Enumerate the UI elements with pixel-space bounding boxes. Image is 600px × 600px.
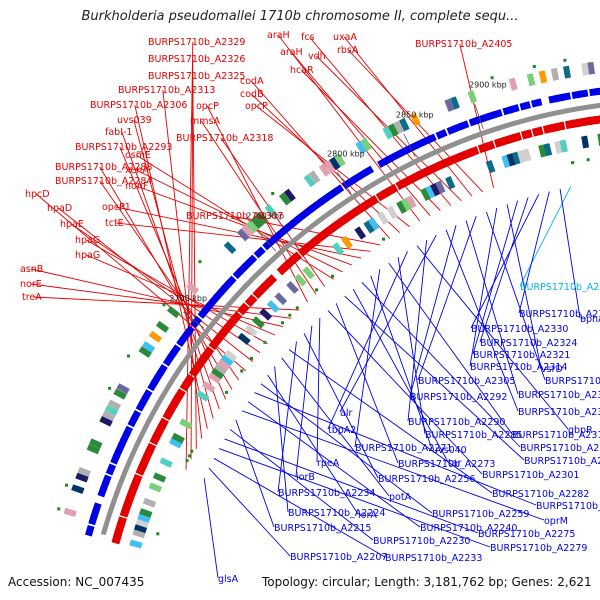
gene-label-reverse[interactable]: BURPS1710b_A2282 [492,489,589,500]
gene-label-reverse[interactable]: BURPS1710b_A2345 [519,309,600,320]
gene-label-forward[interactable]: codA [240,76,264,87]
tick-label: 2850 kbp [396,111,434,120]
gene-label-forward[interactable]: hpaG [75,235,100,246]
gene-label-reverse[interactable]: BURPS1710b_A2360 [520,282,600,293]
gene-labels[interactable]: BURPS1710b_A2329 BURPS1710b_A2326 BURPS171… [20,30,600,585]
gene-label-reverse[interactable]: glsA [218,574,239,585]
gene-label-reverse[interactable]: BURPS1710b_A2320 [518,390,600,401]
gene-label-reverse[interactable]: BURPS1710b_A2315 [512,430,600,441]
gene-label-forward[interactable]: BURPS1710b_A2318 [176,133,273,144]
gene-label-reverse[interactable]: oprM [544,516,568,527]
gene-label-reverse[interactable]: vsrD [541,364,563,375]
gene-label-forward[interactable]: norE [20,279,42,290]
gene-label-forward[interactable]: tctE [105,218,124,229]
gene-label-reverse[interactable]: tar [448,458,462,469]
gene-label-reverse[interactable]: tbpA2 [328,425,356,436]
gene-label-reverse[interactable]: BURPS1710b_A2230 [373,536,470,547]
gene-label-reverse[interactable]: BURPS1710b_A2290 [408,417,505,428]
gene-label-forward[interactable]: BURPS1710b_A2293 [75,142,172,153]
gene-label-forward[interactable]: codB [240,89,264,100]
gene-label-forward[interactable]: treA [22,292,42,303]
gene-label-reverse[interactable]: BURPS1710b_A2285 [425,430,522,441]
tick-label: 2700 kbp [169,294,207,303]
gene-label-reverse[interactable]: BURPS1710b_A2292 [410,392,507,403]
gene-label-forward[interactable]: hpcD [25,189,50,200]
gene-label-reverse[interactable]: iorA [358,510,377,521]
gene-label-forward[interactable]: uvs039 [117,115,152,126]
gene-label-reverse[interactable]: BURPS1710b_A2271 [355,443,452,454]
position-ticks: 2900 kbp 2850 kbp 2800 kbp 2750 kbp 2700 kbp [169,80,507,329]
gene-label-forward[interactable]: fcs [301,32,315,43]
gene-label-forward[interactable]: opcP1 [102,202,131,213]
backbone-ring [100,102,600,536]
gene-label-forward[interactable]: osmE [125,150,151,161]
gene-label-reverse[interactable]: rpeA [317,458,340,469]
gene-label-forward[interactable]: BURPS1710b_A2284 [55,176,152,187]
gene-label-reverse[interactable]: BURPS1710b_A2312 [524,456,600,467]
gene-label-forward[interactable]: BURPS1710b_A2306 [90,100,187,111]
gene-label-forward[interactable]: araH [267,30,290,41]
gene-label-forward[interactable]: hcaR [290,65,314,76]
gene-label-forward[interactable]: opcP [245,101,268,112]
gene-label-forward[interactable]: mmsA [190,116,220,127]
gene-label-forward[interactable]: BURPS1710b_A2325 [148,71,245,82]
gene-label-reverse[interactable]: potA [389,492,412,503]
gene-label-reverse[interactable]: bphA [580,314,600,325]
gene-label-forward[interactable]: BURPS1710b_A2307 [186,211,283,222]
gene-label-reverse[interactable]: BURPS1710b_A2240 [420,523,517,534]
gene-label-forward[interactable]: hpaE [60,219,84,230]
gene-label-forward[interactable]: hpaD [47,203,72,214]
accession-text: Accession: NC_007435 [8,575,145,589]
tick-label: 2800 kbp [327,150,365,159]
gene-label-forward[interactable]: BURPS1710b_A2326 [148,54,245,65]
gene-label-forward[interactable]: fabI-1 [105,127,132,138]
gene-label-forward[interactable]: hpaG [75,250,100,261]
gene-label-forward[interactable]: opcP [196,101,219,112]
gene-label-reverse[interactable]: BURPS1710b_A2234 [278,488,375,499]
gene-label-forward[interactable]: rbsA [337,45,359,56]
feature-rings [57,58,600,549]
gene-label-forward[interactable]: BURPS1710b_A2329 [148,37,245,48]
gene-label-forward[interactable]: BURPS1710b_A2313 [118,85,215,96]
gene-label-reverse[interactable]: BURPS1710b_A2305 [418,376,515,387]
gene-label-reverse[interactable]: BURPS1710b_A2207 [290,552,387,563]
gene-label-forward[interactable]: asnB [20,264,43,275]
gene-label-reverse[interactable]: BURPS1710b_A2301 [482,470,579,481]
gene-label-reverse[interactable]: alr [340,408,352,419]
gene-label-reverse[interactable]: BURPS1710b_A2275 [478,529,575,540]
gene-label-reverse[interactable]: BURPS1710b_A2273 [398,459,495,470]
gene-label-reverse[interactable]: BURPS1710b_A2224 [288,508,385,519]
gene-label-reverse[interactable]: BURPS1710b_A2324 [480,338,577,349]
gene-label-reverse[interactable]: BURPS1710b_A2314 [470,362,567,373]
gene-label-reverse[interactable]: BURPS1710b_A2323 [518,407,600,418]
gene-label-reverse[interactable]: BURPS1710b_A2233 [385,553,482,564]
gene-label-forward[interactable]: araH [280,47,303,58]
gene-label-reverse[interactable]: BURPS1710b_A2337 [545,376,600,387]
gene-label-forward[interactable]: uxaA [333,32,357,43]
gene-label-forward[interactable]: BURPS1710b_A2405 [415,39,512,50]
genome-summary-text: Topology: circular; Length: 3,181,762 bp… [262,575,592,589]
gene-label-reverse[interactable]: BURPS1710b_A2279 [490,543,587,554]
gene-label-reverse[interactable]: BURPS1710b_A2316 [520,443,600,454]
gene-label-reverse[interactable]: iorB [296,472,315,483]
gene-label-reverse[interactable]: BURPS1710b_A2256 [378,474,475,485]
gene-label-forward[interactable]: BURPS1710b_A2288 [55,162,152,173]
gene-label-forward[interactable]: nonF [125,181,148,192]
gene-label-forward[interactable]: vdh [308,51,326,62]
gene-label-reverse[interactable]: BURPS1710b_A2304 [536,501,600,512]
label-leader-lines [31,34,581,579]
tick-label: 2900 kbp [469,80,507,89]
map-title: Burkholderia pseudomallei 1710b chromoso… [81,9,519,24]
gene-label-reverse[interactable]: BURPS1710b_A2321 [473,350,570,361]
gene-label-forward[interactable]: xenA [125,165,149,176]
gene-label-reverse[interactable]: uvs040 [432,445,467,456]
gene-label-reverse[interactable]: BURPS1710b_A2215 [274,523,371,534]
tick-label: 2750 kbp [246,211,284,220]
gene-label-reverse[interactable]: BURPS1710b_A2259 [432,509,529,520]
gene-label-reverse[interactable]: BURPS1710b_A2330 [471,324,568,335]
gene-label-reverse[interactable]: gbpR [568,425,593,436]
